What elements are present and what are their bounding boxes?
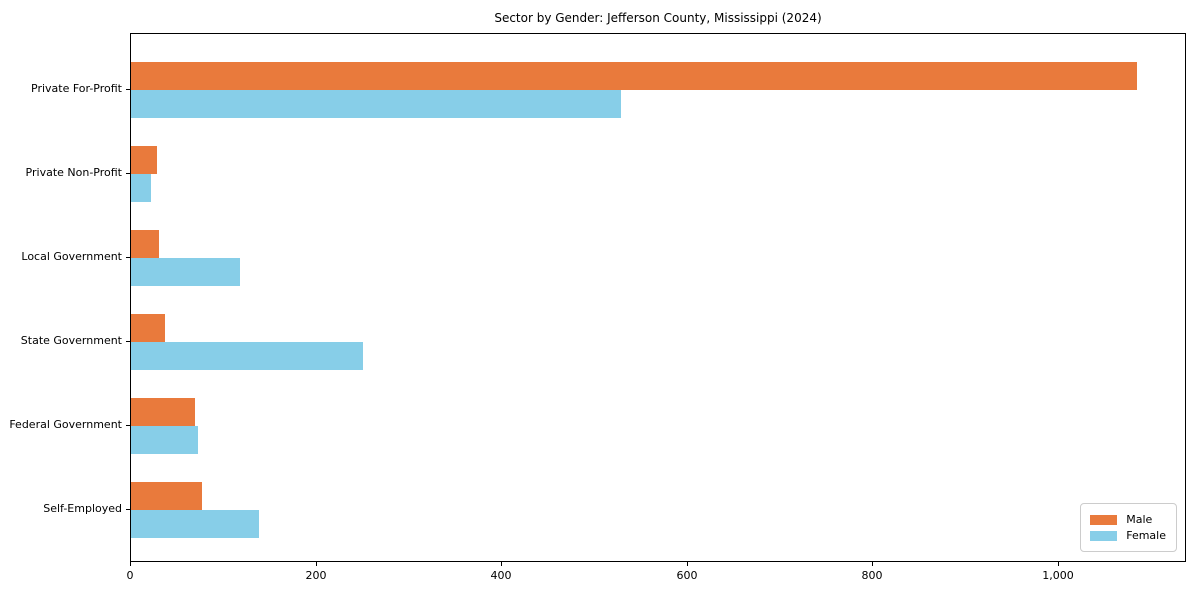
legend-label-female: Female [1126,529,1166,542]
legend-entry-female: Female [1090,529,1166,542]
legend-entry-male: Male [1090,513,1166,526]
plot-area: Male Female [130,33,1186,562]
x-tick-label-400: 400 [490,569,512,582]
x-tick-label-1000: 1,000 [1042,569,1074,582]
y-tick-label-private-non-profit: Private Non-Profit [25,165,122,179]
x-tick-400 [501,562,502,566]
x-tick-600 [687,562,688,566]
y-tick-label-federal-government: Federal Government [9,417,122,431]
bar-male-private-for-profit [131,61,1137,90]
bar-male-local-government [131,229,159,258]
bar-male-federal-government [131,397,195,426]
x-tick-label-800: 800 [861,569,883,582]
bar-female-self-employed [131,509,259,538]
bar-female-state-government [131,341,363,370]
x-tick-200 [316,562,317,566]
y-tick-federal-government [126,424,130,426]
y-tick-private-non-profit [126,172,130,174]
x-tick-0 [130,562,131,566]
y-tick-local-government [126,256,130,258]
legend-label-male: Male [1126,513,1153,526]
bar-female-private-non-profit [131,173,151,202]
bar-male-self-employed [131,481,202,510]
y-tick-self-employed [126,508,130,510]
bar-male-private-non-profit [131,145,157,174]
y-tick-state-government [126,340,130,342]
x-tick-800 [872,562,873,566]
y-tick-label-local-government: Local Government [21,249,122,263]
chart-title: Sector by Gender: Jefferson County, Miss… [494,11,822,25]
legend-swatch-male [1090,514,1118,525]
x-tick-1000 [1058,562,1059,566]
legend-swatch-female [1090,530,1118,541]
y-tick-label-state-government: State Government [20,333,122,347]
x-tick-label-0: 0 [126,569,134,582]
x-tick-label-200: 200 [305,569,327,582]
bar-female-private-for-profit [131,89,621,118]
bar-female-local-government [131,257,240,286]
legend: Male Female [1080,503,1177,552]
x-tick-label-600: 600 [676,569,698,582]
y-tick-label-private-for-profit: Private For-Profit [31,81,122,95]
bar-male-state-government [131,313,165,342]
y-tick-label-self-employed: Self-Employed [43,501,122,515]
y-tick-private-for-profit [126,88,130,90]
bar-female-federal-government [131,425,198,454]
